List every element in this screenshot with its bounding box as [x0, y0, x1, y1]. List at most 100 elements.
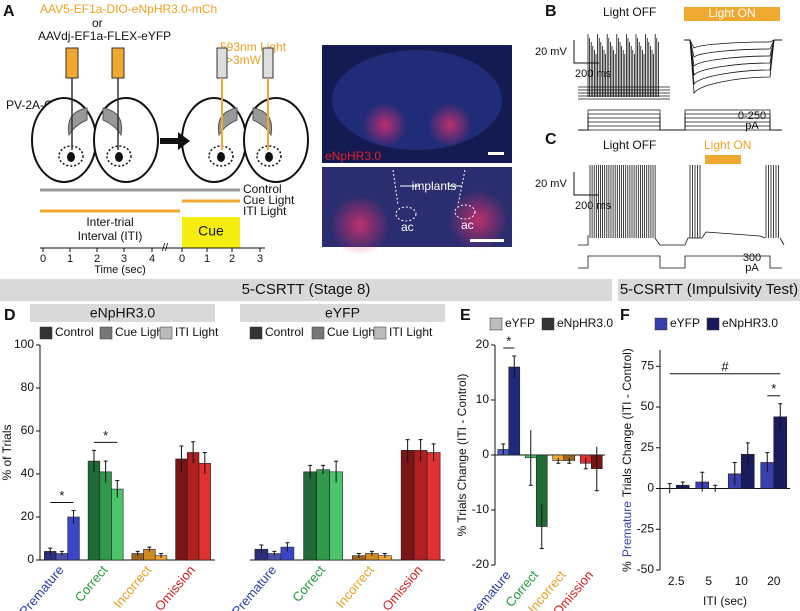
y-tick-label: 0	[482, 447, 489, 461]
y-tick-label: -50	[637, 562, 655, 576]
legend-label: ITI Light	[389, 325, 433, 339]
error-bar	[732, 461, 737, 486]
error-bar	[48, 547, 53, 555]
y-tick-label: 20	[21, 509, 35, 523]
implant-track	[392, 169, 466, 206]
category-label: Omission	[152, 562, 198, 611]
time-tick-label: 2	[94, 253, 100, 265]
error-bar	[356, 553, 361, 558]
category-label: Incorrect	[110, 562, 154, 611]
current-label: 0-250	[738, 110, 766, 122]
error-bar	[369, 550, 374, 556]
trace	[684, 39, 782, 86]
bar	[413, 450, 428, 561]
time-tick-label: 0	[40, 253, 46, 265]
condition-label: ITI Light	[243, 204, 287, 218]
y-tick-label: 10	[476, 392, 490, 406]
panel-label: B	[545, 3, 557, 20]
legend-label: eYFP	[505, 316, 535, 330]
category-label: 5	[705, 574, 712, 588]
optic-fiber	[262, 47, 274, 79]
light-on-label: Light ON	[708, 6, 755, 20]
legend-label: Control	[265, 325, 304, 339]
time-tick-label: 0	[179, 253, 185, 265]
error-bar	[382, 553, 387, 558]
legend-label: ITI Light	[175, 325, 219, 339]
light-off-label: Light OFF	[603, 5, 656, 19]
current-label: 300	[743, 252, 761, 264]
legend-swatch	[249, 326, 263, 340]
bar	[303, 471, 317, 561]
y-tick-label: 80	[21, 380, 35, 394]
error-bar	[567, 457, 572, 464]
virus-label: AAVdj-EF1a-FLEX-eYFP	[38, 29, 171, 43]
time-axis-label: Time (sec)	[94, 264, 146, 276]
trace	[684, 39, 782, 49]
bar	[186, 452, 200, 561]
expression	[428, 103, 472, 147]
error-bar	[71, 510, 76, 524]
category-label: Correct	[289, 562, 328, 605]
trace	[654, 237, 685, 246]
legend-swatch	[654, 317, 668, 331]
error-bar	[321, 464, 326, 474]
ventricle	[252, 107, 273, 137]
error-bar	[285, 542, 290, 552]
y-tick-label: 0	[27, 552, 34, 566]
error-bar	[713, 484, 718, 492]
trace	[684, 39, 782, 58]
legend-swatch	[489, 317, 503, 331]
nucleus	[217, 152, 225, 162]
time-tick-label: 3	[121, 253, 127, 265]
legend-swatch	[541, 317, 555, 331]
error-bar	[512, 355, 517, 378]
nucleus	[115, 152, 123, 162]
arrow	[160, 132, 190, 150]
bar	[426, 452, 441, 561]
scale-bar	[573, 40, 599, 64]
iti-label: Inter-trial	[86, 215, 133, 229]
error-bar	[431, 443, 436, 462]
iti-label: Interval (ITI)	[78, 229, 143, 243]
error-bar	[191, 441, 196, 464]
y-tick-label: 20	[476, 337, 490, 351]
y-axis-label: % Trials Change (ITI - Control)	[455, 374, 469, 537]
error-bar	[103, 460, 108, 483]
target-region	[208, 145, 234, 167]
error-bar	[745, 442, 750, 466]
expression	[330, 195, 390, 255]
error-bar	[418, 439, 423, 462]
error-bar	[308, 464, 313, 479]
panel-label: F	[620, 307, 630, 324]
time-tick-label: 2	[229, 253, 235, 265]
condition-label: Control	[243, 182, 282, 196]
light-off-label: Light OFF	[603, 138, 656, 152]
error-bar	[700, 471, 705, 492]
error-bar	[594, 446, 599, 492]
legend-label: eYFP	[670, 316, 700, 330]
time-tick-label: 1	[204, 253, 210, 265]
legend-label: Control	[55, 325, 94, 339]
bar	[198, 462, 211, 561]
ventricle	[102, 107, 123, 137]
section-header	[618, 279, 800, 301]
y-tick-label: 50	[641, 399, 655, 413]
chart-header	[240, 304, 445, 322]
y-label-part: Premature	[620, 501, 634, 557]
error-bar	[556, 457, 561, 464]
error-bar	[272, 550, 277, 556]
category-label: Incorrect	[333, 562, 377, 611]
error-bar	[583, 457, 588, 470]
y-tick-label: -10	[472, 502, 490, 516]
category-label: 10	[735, 574, 749, 588]
error-bar	[159, 553, 164, 558]
trace	[684, 39, 782, 95]
scale-bar	[488, 152, 504, 155]
optic-fiber	[216, 47, 228, 79]
panel-label: C	[545, 131, 557, 148]
y-axis-label: % of Trials	[0, 424, 14, 480]
category-label: Premature	[229, 562, 280, 611]
bar	[175, 458, 188, 561]
section-title: 5-CSRTT (Stage 8)	[242, 281, 371, 298]
